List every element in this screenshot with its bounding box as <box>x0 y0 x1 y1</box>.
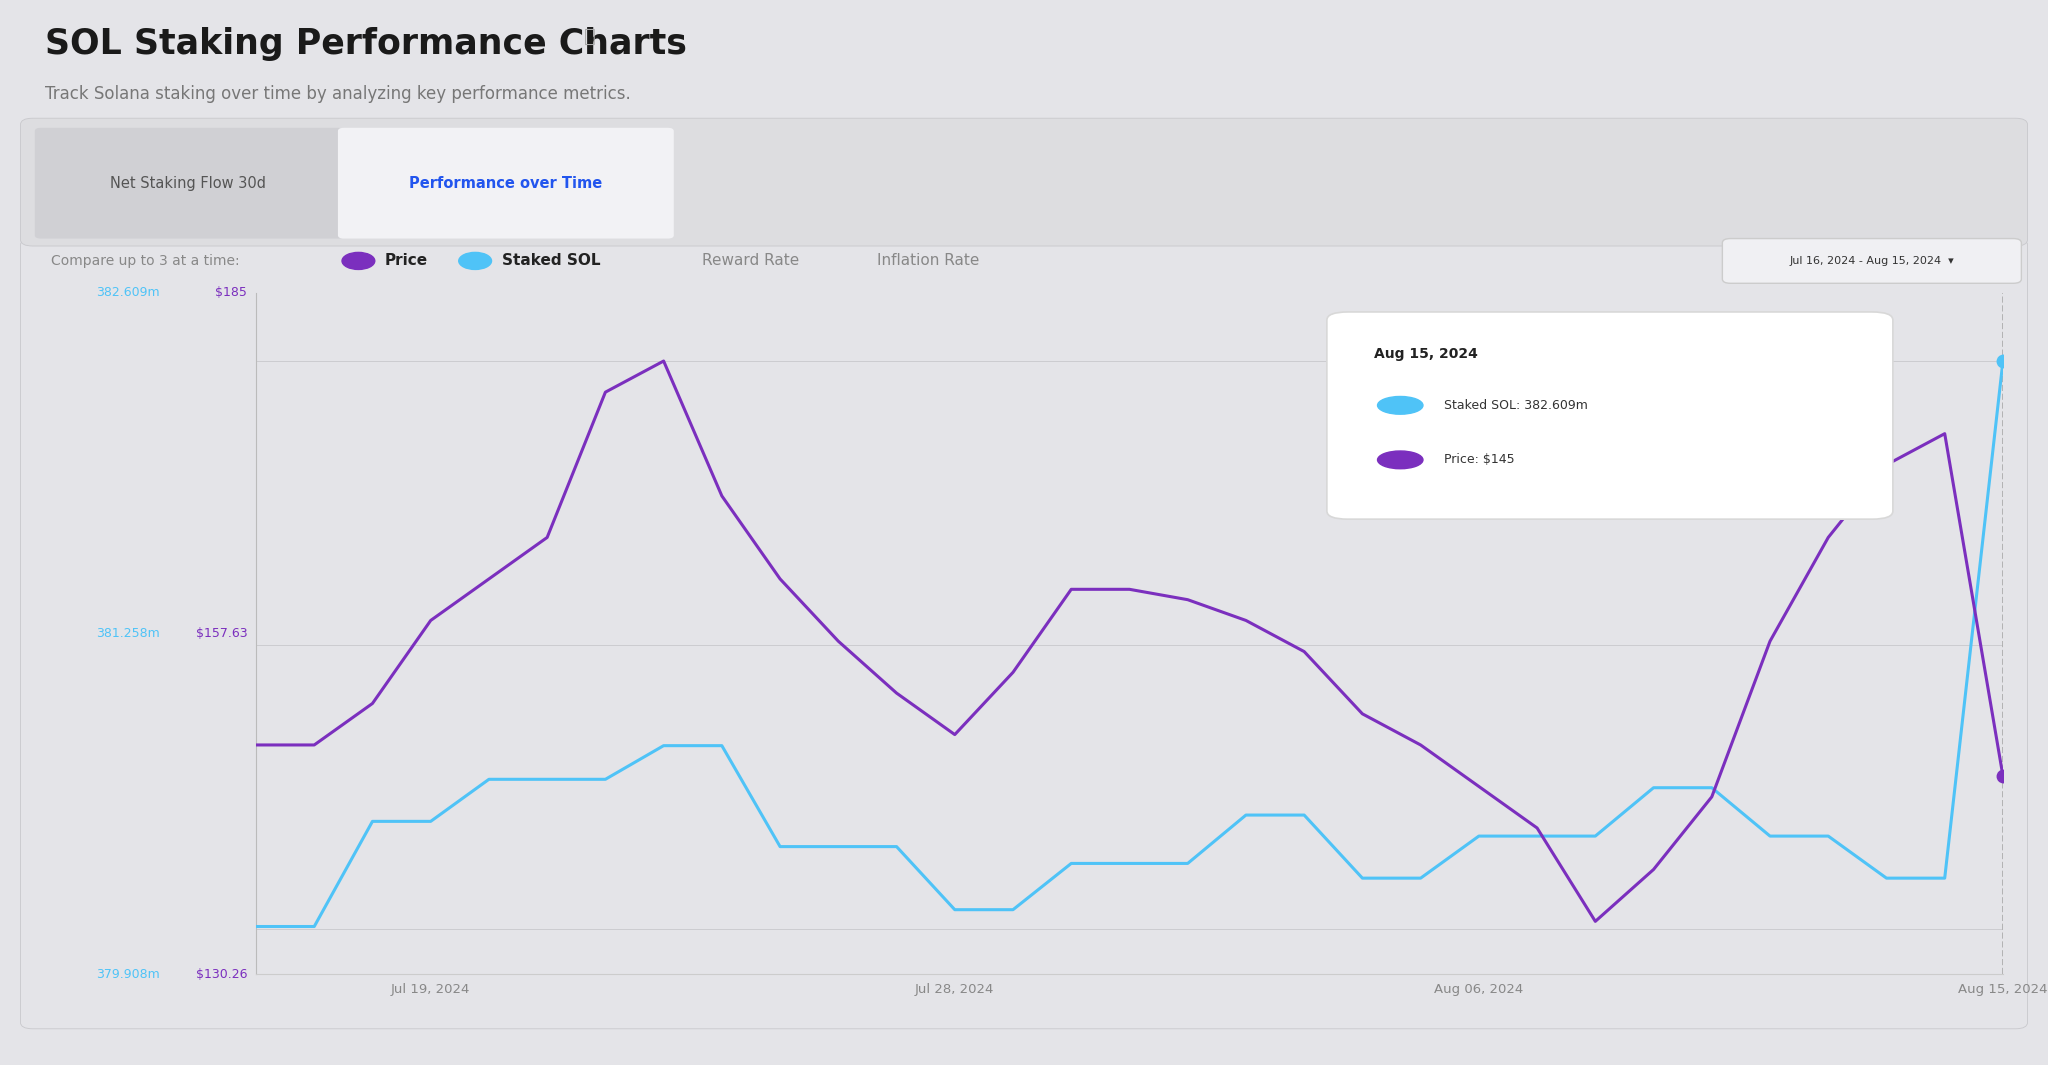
Text: SOL Staking Performance Charts: SOL Staking Performance Charts <box>45 27 686 61</box>
Text: Staked SOL: Staked SOL <box>502 253 600 268</box>
Text: $185: $185 <box>215 286 248 299</box>
Text: 381.258m: 381.258m <box>96 627 160 640</box>
FancyBboxPatch shape <box>338 128 674 239</box>
FancyBboxPatch shape <box>20 118 2028 246</box>
Text: Reward Rate: Reward Rate <box>702 253 799 268</box>
Circle shape <box>459 252 492 269</box>
Text: Net Staking Flow 30d: Net Staking Flow 30d <box>111 176 266 191</box>
FancyBboxPatch shape <box>20 239 2028 1029</box>
Text: Performance over Time: Performance over Time <box>410 176 602 191</box>
Text: 382.609m: 382.609m <box>96 286 160 299</box>
Text: $157.63: $157.63 <box>197 627 248 640</box>
Text: Aug 15, 2024: Aug 15, 2024 <box>1374 347 1479 361</box>
Text: 379.908m: 379.908m <box>96 968 160 981</box>
FancyBboxPatch shape <box>1722 239 2021 283</box>
Text: Price: Price <box>385 253 428 268</box>
Text: 🔗: 🔗 <box>584 27 596 46</box>
FancyBboxPatch shape <box>35 128 344 239</box>
Text: Compare up to 3 at a time:: Compare up to 3 at a time: <box>51 253 240 268</box>
Text: Staked SOL: 382.609m: Staked SOL: 382.609m <box>1444 398 1587 412</box>
Text: Track Solana staking over time by analyzing key performance metrics.: Track Solana staking over time by analyz… <box>45 85 631 103</box>
Circle shape <box>342 252 375 269</box>
FancyBboxPatch shape <box>1327 312 1892 519</box>
Text: $130.26: $130.26 <box>197 968 248 981</box>
Text: Inflation Rate: Inflation Rate <box>877 253 979 268</box>
Text: Jul 16, 2024 - Aug 15, 2024  ▾: Jul 16, 2024 - Aug 15, 2024 ▾ <box>1790 256 1954 266</box>
Circle shape <box>1378 450 1423 469</box>
Circle shape <box>1378 396 1423 414</box>
Text: Price: $145: Price: $145 <box>1444 454 1516 466</box>
